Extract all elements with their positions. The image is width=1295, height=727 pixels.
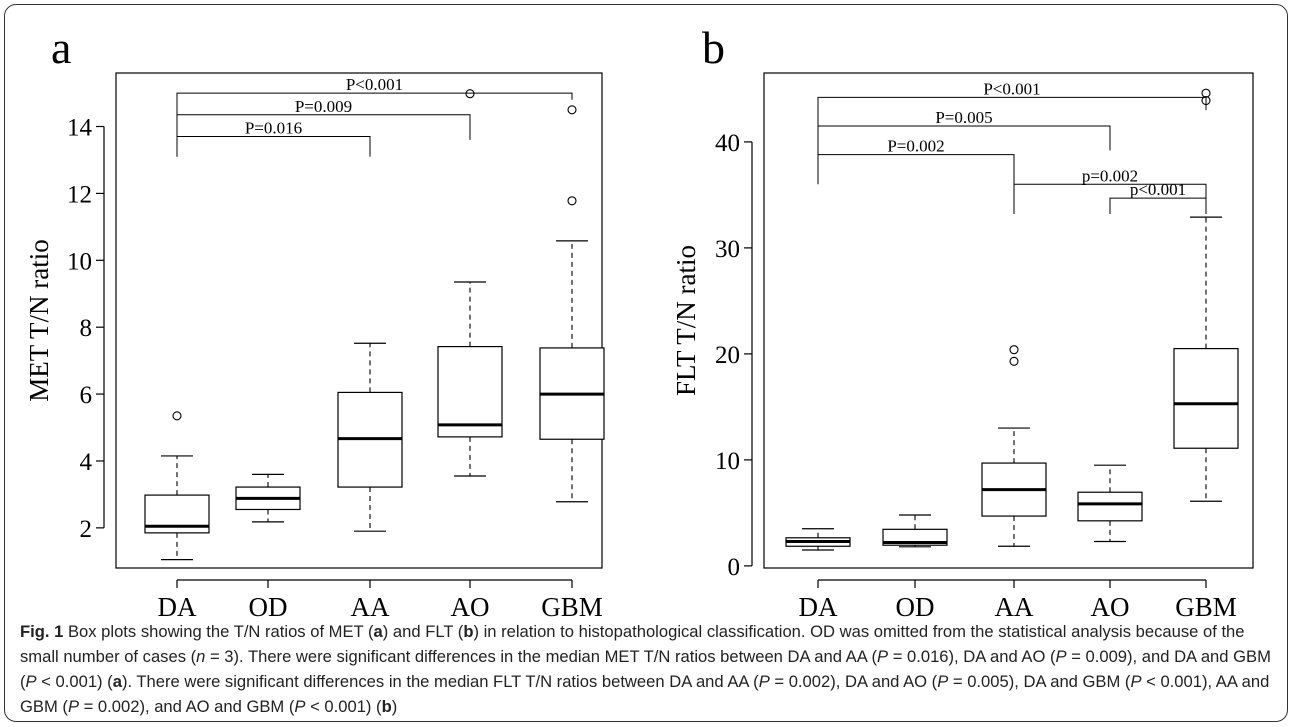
x-tick-label: AO [1091, 592, 1130, 620]
outlier-point [1009, 356, 1019, 366]
caption-body: Box plots showing the T/N ratios of MET … [20, 622, 1271, 716]
y-tick-label: 2 [80, 516, 93, 543]
caption-segment: P [294, 697, 306, 716]
caption-segment: n [196, 647, 206, 666]
caption-segment: < 0.001) ( [36, 672, 113, 691]
x-tick-label: AA [995, 592, 1034, 620]
panel-a: a 2 4 6 8 10 12 14 MET T/N ratio DA OD AA AO GBM P<0.0… [24, 22, 605, 620]
y-axis-label: FLT T/N ratio [671, 245, 701, 396]
box-GBM [1173, 347, 1239, 449]
caption-segment: P [877, 647, 889, 666]
significance-bracket [1013, 183, 1207, 214]
caption-segment: P [1055, 647, 1067, 666]
plot-frame [115, 72, 603, 569]
significance-bracket [1109, 197, 1207, 214]
outlier-point [567, 196, 577, 206]
p-value-label: P<0.001 [983, 79, 1040, 98]
caption-segment: ). There were significant differences in… [121, 672, 759, 691]
outlier-point [465, 89, 475, 99]
p-value-label: P=0.002 [887, 137, 944, 156]
box-AO [437, 345, 503, 438]
figure-caption: Fig. 1 Box plots showing the T/N ratios … [20, 619, 1275, 719]
panel-b: b 0 10 20 30 40 FLT T/N ratio DA OD AA AO GBM P<0.00… [671, 22, 1254, 620]
p-value-label: p<0.001 [1130, 180, 1186, 199]
y-tick-label: 40 [715, 130, 740, 157]
y-tick-label: 30 [715, 236, 740, 263]
y-tick-label: 6 [80, 382, 93, 409]
p-value-label: P<0.001 [346, 75, 403, 94]
y-axis-label: MET T/N ratio [24, 239, 54, 402]
outlier-point [1201, 88, 1211, 98]
caption-segment: P [937, 672, 949, 691]
caption-segment: = 3). There were significant differences… [205, 647, 878, 666]
x-tick-label: DA [158, 592, 197, 620]
x-tick-label: GBM [1175, 592, 1237, 620]
caption-segment: P [25, 672, 37, 691]
caption-segment: = 0.002), DA and AO ( [769, 672, 938, 691]
caption-segment: < 0.001), AA and GBM ( [20, 672, 1270, 716]
box-AO [1077, 491, 1143, 522]
panel-letter: b [702, 22, 725, 73]
figure-plots: a 2 4 6 8 10 12 14 MET T/N ratio DA OD AA AO GBM P<0.0… [24, 22, 1254, 620]
outlier-point [172, 411, 182, 421]
caption-segment: Box plots showing the T/N ratios of MET … [63, 622, 374, 641]
caption-segment: P [67, 697, 80, 716]
x-tick-label: AO [451, 592, 490, 620]
y-tick-label: 12 [67, 181, 92, 208]
outlier-point [1009, 345, 1019, 355]
caption-segment: = 0.005), DA and GBM ( [948, 672, 1131, 691]
y-tick-label: 10 [715, 448, 740, 475]
caption-segment: ) and FLT ( [382, 622, 464, 641]
x-tick-label: GBM [541, 592, 603, 620]
caption-segment: P [1130, 672, 1142, 691]
outlier-point [567, 105, 577, 115]
caption-segment: = 0.016), DA and AO ( [888, 647, 1056, 666]
significance-bracket [817, 154, 1015, 185]
caption-segment: ) in relation to histopathological class… [20, 622, 1245, 666]
significance-bracket [176, 92, 573, 157]
p-value-label: P=0.016 [245, 119, 302, 138]
x-tick-label: DA [799, 592, 838, 620]
significance-bracket [176, 114, 471, 157]
y-tick-label: 10 [67, 248, 92, 275]
y-tick-label: 4 [80, 449, 93, 476]
y-tick-label: 0 [728, 554, 741, 581]
figure-frame [4, 4, 1288, 722]
caption-segment: a [373, 622, 383, 641]
plot-frame [763, 72, 1254, 569]
caption-segment: P [758, 672, 770, 691]
caption-segment: b [381, 697, 392, 716]
caption-segment: ) [391, 697, 398, 716]
caption-fig-label: Fig. 1 [20, 622, 64, 641]
caption-segment: b [463, 622, 474, 641]
caption-segment: = 0.009), and DA and GBM ( [20, 647, 1271, 691]
p-value-label: P=0.009 [295, 97, 352, 116]
panel-letter: a [51, 22, 71, 73]
y-tick-label: 14 [67, 115, 93, 142]
caption-segment: < 0.001) ( [305, 697, 382, 716]
x-tick-label: OD [896, 592, 935, 620]
y-tick-label: 20 [715, 342, 740, 369]
p-value-label: p=0.002 [1082, 166, 1138, 185]
y-tick-label: 8 [80, 315, 93, 342]
caption-segment: = 0.002), and AO and GBM ( [79, 697, 295, 716]
significance-bracket [176, 136, 371, 157]
significance-bracket [817, 125, 1111, 155]
caption-segment: a [112, 672, 122, 691]
x-tick-label: OD [249, 592, 288, 620]
x-tick-label: AA [351, 592, 390, 620]
p-value-label: P=0.005 [935, 108, 992, 127]
